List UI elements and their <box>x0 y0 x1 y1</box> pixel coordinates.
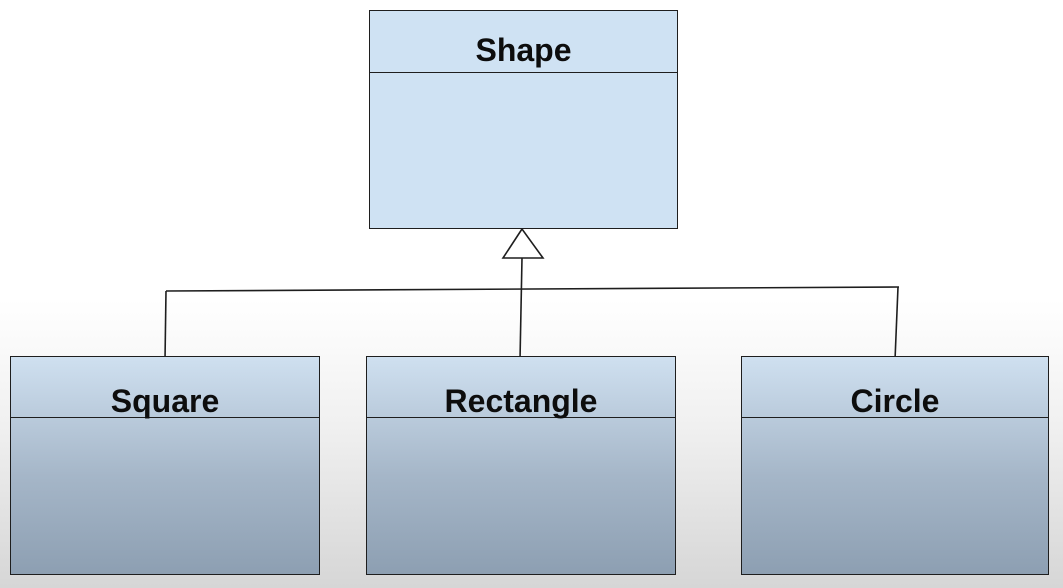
class-box-square[interactable]: Square <box>10 356 320 575</box>
class-box-circle[interactable]: Circle <box>741 356 1049 575</box>
class-body-circle <box>742 418 1048 574</box>
connector-rectangle-line <box>519 257 523 361</box>
connector-circle-line <box>894 286 899 361</box>
class-box-shape[interactable]: Shape <box>369 10 678 229</box>
connector-bus-line <box>165 286 900 292</box>
class-name-shape: Shape <box>370 11 677 73</box>
class-body-rectangle <box>367 418 675 574</box>
inheritance-arrowhead-icon <box>501 227 545 259</box>
class-body-shape <box>370 73 677 228</box>
class-box-rectangle[interactable]: Rectangle <box>366 356 676 575</box>
class-body-square <box>11 418 319 574</box>
connector-square-line <box>164 290 167 361</box>
class-name-square: Square <box>11 357 319 419</box>
class-name-rectangle: Rectangle <box>367 357 675 419</box>
class-name-circle: Circle <box>742 357 1048 419</box>
